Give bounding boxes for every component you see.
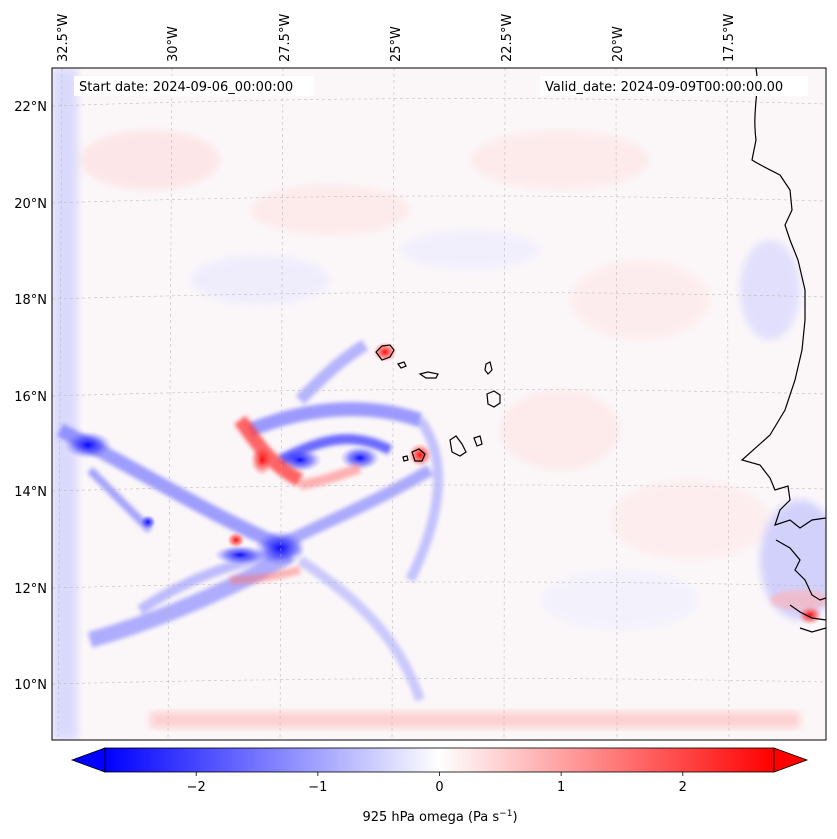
- colorbar-label: 925 hPa omega (Pa s−1): [362, 809, 517, 825]
- lon-label: 25°W: [389, 26, 404, 62]
- colorbar-tick-label: −2: [187, 780, 206, 795]
- island-sao-nicolau: [418, 371, 439, 379]
- lat-label: 14°N: [14, 485, 47, 500]
- lat-label: 16°N: [14, 390, 47, 405]
- lon-label: 17.5°W: [722, 14, 737, 62]
- gridlines: [52, 68, 826, 740]
- valid-date-label: Valid_date: 2024-09-09T00:00:00.00: [545, 80, 783, 95]
- island-santiago: [449, 435, 467, 457]
- island-brava: [402, 455, 409, 462]
- start-date-label: Start date: 2024-09-06_00:00:00: [79, 80, 293, 95]
- lat-label: 18°N: [14, 293, 47, 308]
- lat-label: 10°N: [14, 678, 47, 693]
- colorbar: −2 −1 0 1 2 925 hPa omega (Pa s−1): [70, 747, 809, 825]
- lon-label: 32.5°W: [56, 14, 71, 62]
- lat-labels: 22°N 20°N 18°N 16°N 14°N 12°N 10°N: [14, 100, 47, 693]
- lon-label: 27.5°W: [278, 14, 293, 62]
- lat-label: 22°N: [14, 100, 47, 115]
- colorbar-tick-label: 0: [435, 780, 443, 795]
- island-santo-antao: [375, 344, 395, 361]
- lat-label: 12°N: [14, 582, 47, 597]
- lon-label: 22.5°W: [500, 14, 515, 62]
- lon-labels: 32.5°W 30°W 27.5°W 25°W 22.5°W 20°W 17.5…: [56, 14, 737, 62]
- island-maio: [473, 435, 483, 447]
- map-frame: [51, 67, 827, 741]
- omega-field: [52, 68, 826, 740]
- valid-date-box: [540, 76, 808, 96]
- lon-label: 30°W: [166, 26, 181, 62]
- africa-coastline: [740, 68, 826, 529]
- island-sao-vicente: [397, 361, 407, 369]
- colorbar-tick-label: 2: [679, 780, 687, 795]
- lat-label: 20°N: [14, 197, 47, 212]
- island-sal: [484, 361, 493, 375]
- colorbar-tick-label: 1: [557, 780, 565, 795]
- colorbar-tick-label: −1: [308, 780, 327, 795]
- colorbar-body: [104, 747, 775, 773]
- coastlines: [375, 68, 826, 633]
- island-boa-vista: [486, 390, 501, 408]
- island-fogo: [411, 448, 426, 462]
- colorbar-extend-min: [70, 747, 106, 773]
- colorbar-extend-max: [773, 747, 809, 773]
- lon-label: 20°W: [611, 26, 626, 62]
- start-date-box: [74, 76, 314, 96]
